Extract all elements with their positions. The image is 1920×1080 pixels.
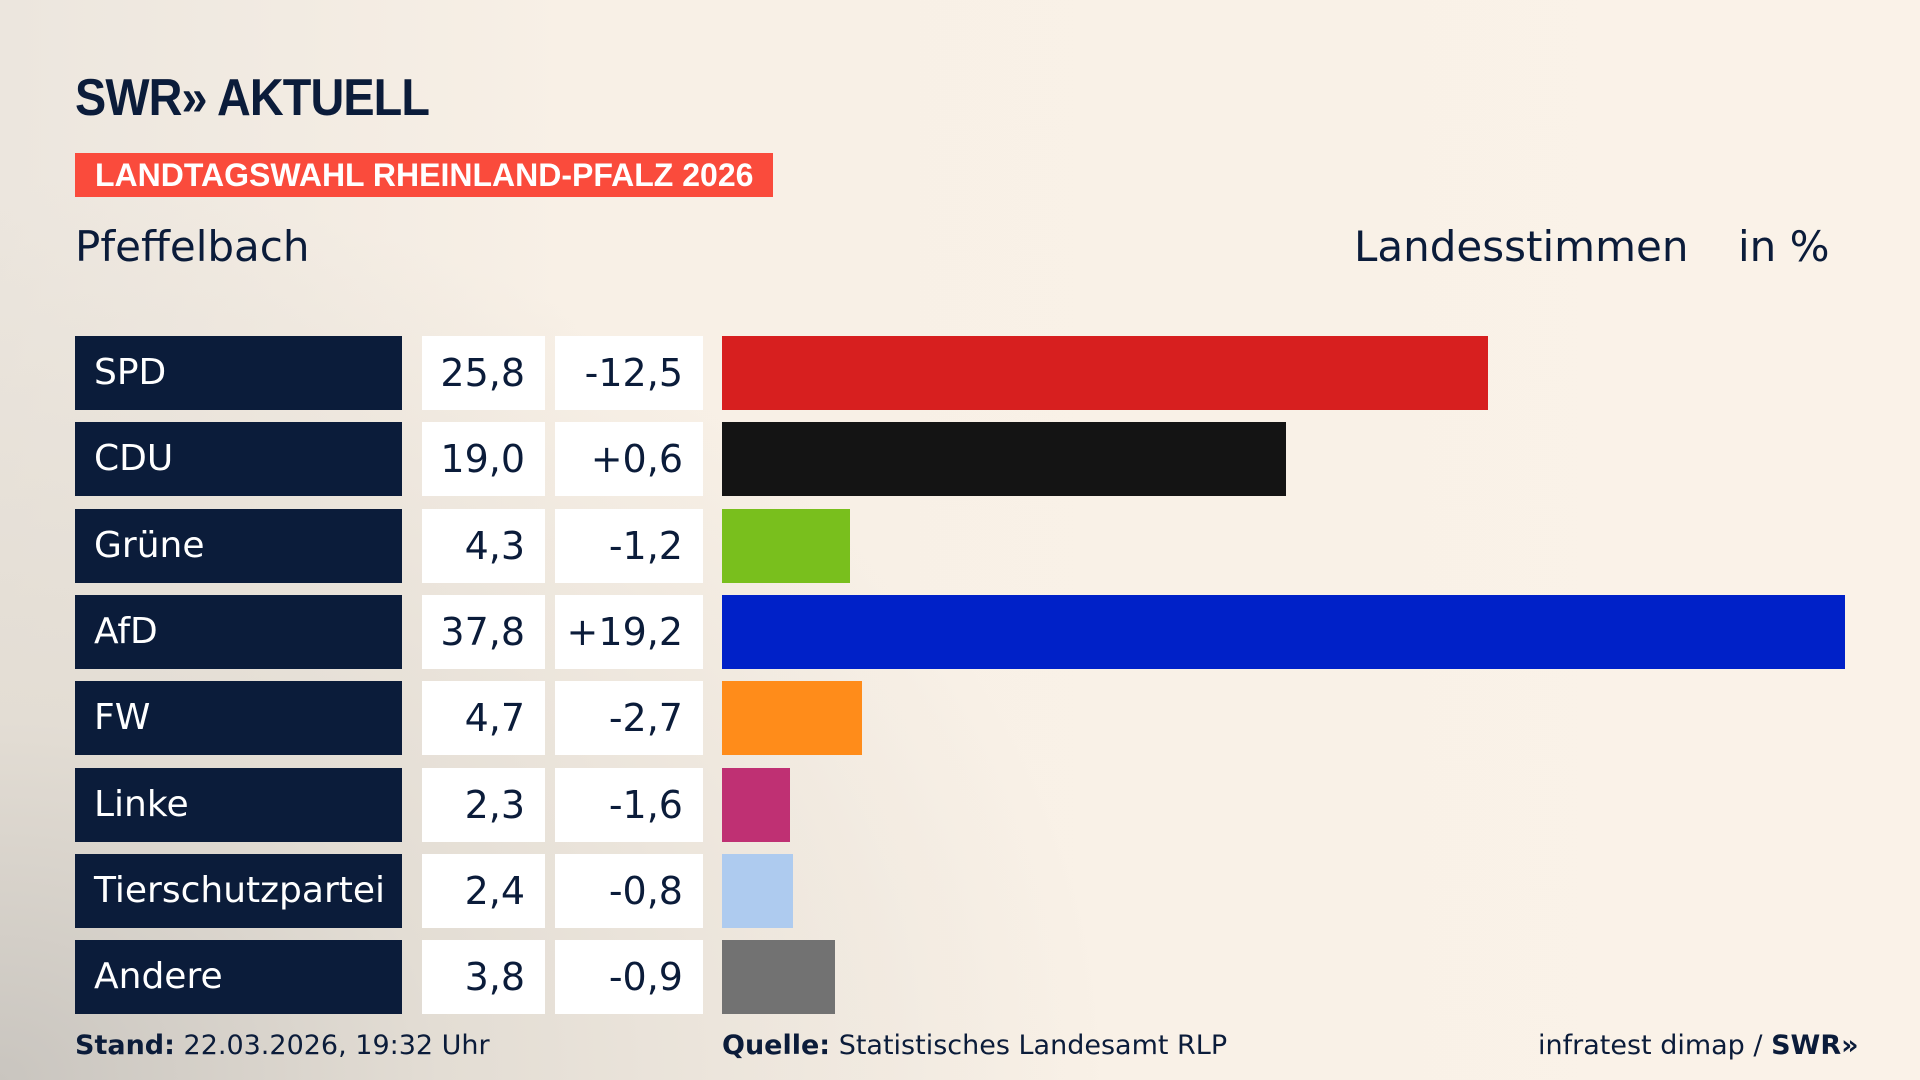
party-row: SPD 25,8 -12,5 — [75, 336, 1875, 410]
vote-share: 2,3 — [422, 767, 545, 842]
party-name: Linke — [75, 767, 402, 842]
vote-change: -1,6 — [555, 767, 703, 842]
footer-credit: infratest dimap / SWR» — [1538, 1030, 1859, 1061]
party-bar — [722, 681, 862, 756]
credit-text: infratest dimap / — [1538, 1030, 1772, 1061]
party-name: FW — [75, 681, 402, 756]
vote-share: 25,8 — [422, 336, 545, 410]
place-title: Pfeffelbach — [75, 222, 310, 271]
party-bar — [722, 422, 1287, 497]
header-unit: in % — [1738, 222, 1830, 271]
vote-change: -0,9 — [555, 940, 703, 1015]
election-banner: LANDTAGSWAHL RHEINLAND-PFALZ 2026 — [75, 153, 774, 197]
party-row: Grüne 4,3 -1,2 — [75, 508, 1875, 583]
vote-change: -12,5 — [555, 336, 703, 410]
source-value: Statistisches Landesamt RLP — [838, 1030, 1228, 1061]
party-row: CDU 19,0 +0,6 — [75, 422, 1875, 497]
party-name: Tierschutzpartei — [75, 853, 402, 928]
party-name: Andere — [75, 940, 402, 1015]
party-bar — [722, 767, 791, 842]
footer-source: Quelle: Statistisches Landesamt RLP — [722, 1030, 1227, 1061]
stand-value: 22.03.2026, 19:32 Uhr — [183, 1030, 490, 1061]
party-bar — [722, 508, 850, 583]
vote-change: -2,7 — [555, 681, 703, 756]
source-label: Quelle: — [722, 1030, 831, 1061]
vote-share: 2,4 — [422, 853, 545, 928]
vote-change: +0,6 — [555, 422, 703, 497]
party-bar — [722, 940, 835, 1015]
party-bar — [722, 336, 1489, 410]
swr-aktuell-logo: SWR» AKTUELL — [75, 69, 430, 127]
header-landesstimmen: Landesstimmen — [1354, 222, 1689, 271]
footer-stand: Stand: 22.03.2026, 19:32 Uhr — [75, 1030, 490, 1061]
vote-change: -0,8 — [555, 853, 703, 928]
vote-share: 37,8 — [422, 594, 545, 669]
vote-share: 4,7 — [422, 681, 545, 756]
vote-change: +19,2 — [555, 594, 703, 669]
party-row: Tierschutzpartei 2,4 -0,8 — [75, 853, 1875, 928]
party-row: AfD 37,8 +19,2 — [75, 594, 1875, 669]
party-bar — [722, 594, 1845, 669]
party-name: CDU — [75, 422, 402, 497]
party-row: Andere 3,8 -0,9 — [75, 940, 1875, 1015]
vote-share: 3,8 — [422, 940, 545, 1015]
party-name: AfD — [75, 594, 402, 669]
party-bar — [722, 853, 794, 928]
party-name: Grüne — [75, 508, 402, 583]
party-row: Linke 2,3 -1,6 — [75, 767, 1875, 842]
stand-label: Stand: — [75, 1030, 175, 1061]
vote-share: 19,0 — [422, 422, 545, 497]
party-row: FW 4,7 -2,7 — [75, 681, 1875, 756]
vote-share: 4,3 — [422, 508, 545, 583]
swr-brand: SWR» — [1771, 1030, 1859, 1061]
party-name: SPD — [75, 336, 402, 410]
vote-change: -1,2 — [555, 508, 703, 583]
